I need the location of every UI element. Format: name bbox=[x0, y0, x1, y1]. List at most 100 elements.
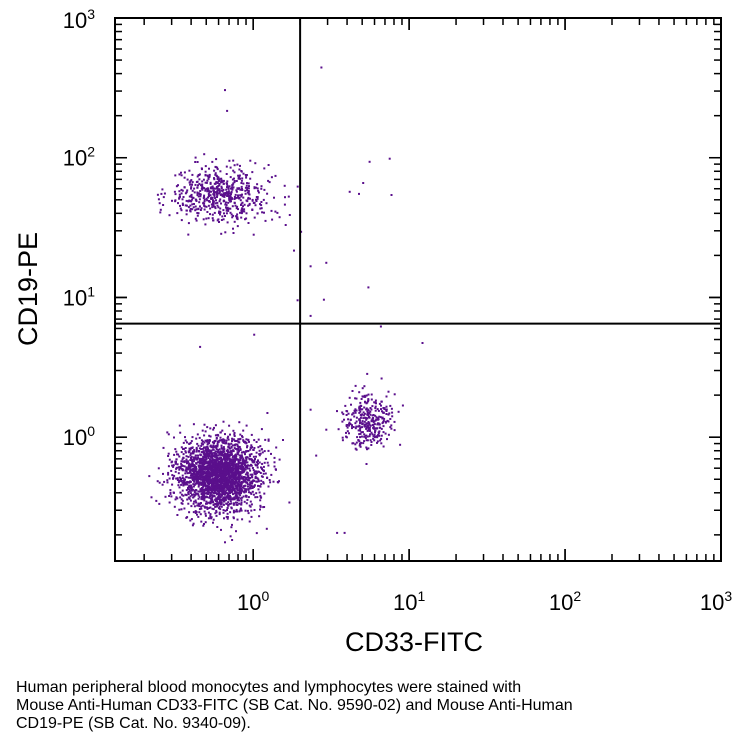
data-point bbox=[206, 490, 209, 493]
data-point bbox=[197, 212, 200, 215]
data-point bbox=[214, 482, 217, 485]
data-point bbox=[222, 486, 225, 489]
data-point bbox=[212, 478, 215, 481]
data-point bbox=[249, 177, 252, 180]
data-point bbox=[198, 475, 201, 478]
data-point bbox=[241, 471, 244, 474]
data-point bbox=[257, 484, 259, 487]
x-axis-tick-labels: 100 101 102 103 bbox=[237, 588, 732, 615]
data-point bbox=[180, 192, 183, 195]
data-point bbox=[197, 207, 200, 210]
data-point bbox=[226, 496, 229, 499]
data-point bbox=[180, 498, 183, 501]
data-point bbox=[234, 453, 237, 456]
data-point bbox=[384, 432, 387, 435]
data-point bbox=[223, 492, 226, 495]
data-point bbox=[215, 457, 218, 460]
data-point bbox=[193, 469, 196, 471]
data-point bbox=[369, 413, 372, 416]
data-point bbox=[192, 493, 195, 496]
data-point bbox=[196, 513, 198, 516]
data-point bbox=[212, 481, 215, 484]
data-point bbox=[218, 488, 221, 491]
data-point bbox=[268, 181, 271, 184]
data-point bbox=[263, 461, 266, 464]
data-point bbox=[229, 462, 232, 465]
data-point bbox=[210, 446, 213, 449]
data-point bbox=[364, 434, 367, 437]
data-point bbox=[180, 480, 183, 483]
data-point bbox=[218, 460, 221, 463]
data-point bbox=[223, 486, 226, 489]
data-point bbox=[202, 447, 204, 450]
data-point bbox=[387, 390, 390, 393]
data-point bbox=[203, 208, 206, 211]
data-point bbox=[221, 475, 224, 478]
data-point bbox=[195, 437, 198, 440]
data-point bbox=[246, 461, 249, 464]
data-point bbox=[236, 498, 239, 501]
data-point bbox=[184, 493, 187, 496]
data-point bbox=[234, 443, 237, 446]
data-point bbox=[363, 394, 366, 397]
data-point bbox=[351, 427, 353, 430]
data-point bbox=[254, 463, 257, 466]
data-point bbox=[157, 467, 160, 470]
data-point bbox=[373, 423, 376, 426]
data-point bbox=[258, 470, 261, 473]
data-point bbox=[187, 206, 190, 209]
data-point bbox=[202, 473, 205, 476]
data-point bbox=[168, 501, 171, 504]
data-point bbox=[270, 176, 273, 179]
data-point bbox=[175, 185, 178, 188]
data-point bbox=[215, 461, 218, 464]
data-point bbox=[387, 420, 390, 423]
data-point bbox=[194, 499, 197, 502]
data-point bbox=[377, 409, 380, 412]
data-point bbox=[212, 448, 215, 451]
data-point bbox=[206, 426, 209, 429]
data-point bbox=[243, 451, 246, 454]
data-point bbox=[227, 450, 229, 453]
data-point bbox=[200, 470, 203, 473]
data-point bbox=[181, 189, 184, 192]
data-point bbox=[245, 502, 248, 505]
data-point bbox=[390, 424, 393, 427]
data-point bbox=[192, 496, 195, 499]
data-point bbox=[380, 437, 383, 440]
data-point bbox=[206, 474, 208, 476]
data-point bbox=[259, 499, 262, 502]
data-point bbox=[205, 181, 208, 184]
data-point bbox=[360, 435, 363, 438]
data-point bbox=[193, 203, 195, 205]
data-point bbox=[216, 469, 219, 472]
data-point bbox=[187, 467, 190, 470]
data-point bbox=[168, 458, 171, 461]
data-point bbox=[215, 463, 218, 466]
data-point bbox=[196, 504, 199, 507]
data-point bbox=[278, 458, 281, 461]
data-point bbox=[204, 181, 207, 184]
data-point bbox=[384, 421, 387, 424]
data-point bbox=[242, 466, 245, 468]
x-axis-title: CD33-FITC bbox=[345, 627, 483, 657]
data-point bbox=[214, 434, 217, 437]
data-point bbox=[206, 485, 209, 488]
data-point bbox=[227, 187, 230, 190]
data-point bbox=[199, 457, 202, 460]
data-point bbox=[190, 458, 193, 461]
data-point bbox=[182, 460, 185, 463]
data-point bbox=[385, 405, 388, 408]
data-point bbox=[210, 466, 213, 469]
data-point bbox=[200, 451, 203, 454]
data-point bbox=[178, 196, 181, 199]
data-point bbox=[209, 506, 212, 509]
data-point bbox=[226, 485, 229, 488]
data-point bbox=[296, 299, 299, 302]
data-point bbox=[220, 493, 223, 496]
data-point bbox=[253, 187, 256, 190]
data-point bbox=[191, 450, 194, 453]
data-point bbox=[238, 187, 241, 190]
data-point bbox=[231, 488, 234, 491]
